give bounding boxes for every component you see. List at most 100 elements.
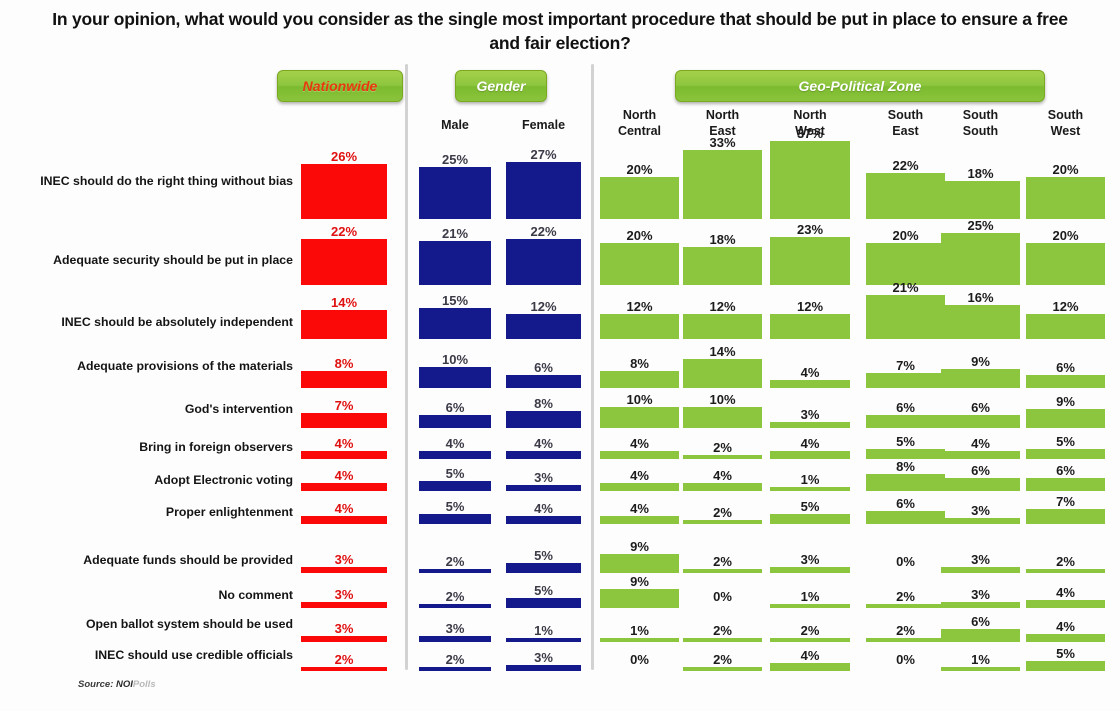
- bar-value-label: 2%: [1056, 553, 1075, 569]
- bar-value-label: 4%: [713, 467, 732, 483]
- bar-cell: [941, 478, 1020, 491]
- section-header-gender-label: Gender: [476, 78, 526, 94]
- bar: [1026, 478, 1105, 491]
- column-header-line1: North: [705, 108, 740, 122]
- bar-value-label: 3%: [334, 620, 354, 636]
- bar: [770, 313, 850, 339]
- bar-cell: [683, 604, 762, 608]
- divider-gender-zone: [591, 64, 594, 670]
- bar-cell: [419, 635, 491, 642]
- bar: [506, 313, 581, 339]
- bar: [683, 247, 762, 285]
- bar: [866, 294, 945, 339]
- bar: [866, 243, 945, 285]
- column-header-line1: North: [622, 108, 657, 122]
- bar-value-label: 15%: [441, 292, 469, 308]
- bar: [419, 450, 491, 459]
- bar-value-label: 16%: [967, 290, 994, 306]
- bar-cell: [600, 589, 679, 608]
- bar-cell: [419, 450, 491, 459]
- bar-cell: [1026, 177, 1105, 219]
- bar: [1026, 568, 1105, 573]
- bar-value-label: 5%: [896, 433, 915, 449]
- bar-cell: [419, 603, 491, 608]
- bar-cell: [1026, 509, 1105, 524]
- bar-cell: [866, 172, 945, 219]
- column-header-north-central: North Central: [600, 108, 679, 139]
- bar-cell: [506, 313, 581, 339]
- bar-value-label: 9%: [971, 354, 990, 370]
- bar-cell: [683, 313, 762, 339]
- bar-cell: [506, 562, 581, 573]
- bar-cell: [683, 482, 762, 491]
- bar-value-label: 6%: [971, 463, 990, 479]
- bar-cell: [941, 450, 1020, 459]
- bar-cell: [683, 358, 762, 388]
- bar-value-label: 27%: [530, 147, 557, 163]
- bar: [866, 511, 945, 524]
- bar: [770, 379, 850, 388]
- bar: [770, 236, 850, 285]
- bar-cell: [770, 141, 850, 219]
- bar-cell: [866, 415, 945, 428]
- bar-cell: [866, 373, 945, 388]
- bar-value-label: 2%: [445, 553, 465, 569]
- bar-value-label: 2%: [713, 651, 732, 667]
- bar-value-label: 8%: [534, 396, 553, 412]
- bar: [600, 638, 679, 642]
- bar-value-label: 12%: [1052, 298, 1079, 314]
- bar-value-label: 5%: [445, 465, 465, 481]
- bar-cell: [301, 413, 387, 428]
- bar: [301, 515, 387, 524]
- bar: [419, 367, 491, 388]
- bar-cell: [600, 667, 679, 671]
- bar: [600, 515, 679, 524]
- bar-cell: [683, 519, 762, 524]
- bar-cell: [301, 164, 387, 219]
- bar-cell: [301, 371, 387, 388]
- bar-value-label: 1%: [971, 652, 990, 667]
- bar: [419, 307, 491, 339]
- bar: [683, 407, 762, 428]
- column-header-line2: South: [962, 123, 999, 138]
- section-header-nationwide: Nationwide: [277, 70, 403, 102]
- section-header-geo-political-zone: Geo-Political Zone: [675, 70, 1045, 102]
- bar-value-label: 2%: [713, 622, 732, 638]
- bar: [941, 478, 1020, 491]
- bar: [301, 601, 387, 608]
- bar: [301, 238, 387, 285]
- bar-value-label: 12%: [709, 298, 736, 314]
- bar-cell: [1026, 660, 1105, 671]
- column-header-line1: North: [793, 108, 827, 122]
- bar: [866, 415, 945, 428]
- bar-cell: [770, 566, 850, 573]
- bar-cell: [301, 635, 387, 642]
- row-label: INEC should do the right thing without b…: [40, 174, 293, 188]
- bar-value-label: 33%: [709, 134, 736, 150]
- bar-cell: [770, 236, 850, 285]
- bar: [600, 482, 679, 491]
- bar-cell: [941, 629, 1020, 642]
- bar-cell: [683, 637, 762, 642]
- bar: [941, 517, 1020, 524]
- row-label: Adequate funds should be provided: [83, 553, 293, 567]
- column-header-male: Male: [441, 118, 469, 132]
- bar: [941, 232, 1020, 285]
- bar: [506, 515, 581, 524]
- bar: [600, 554, 679, 573]
- bar-cell: [600, 554, 679, 573]
- bar-cell: [506, 375, 581, 388]
- bar-cell: [941, 305, 1020, 339]
- bar-cell: [600, 177, 679, 219]
- section-header-nationwide-label: Nationwide: [302, 78, 378, 94]
- bar-cell: [683, 247, 762, 285]
- bar-value-label: 10%: [709, 392, 736, 407]
- bar: [866, 474, 945, 491]
- bar: [941, 566, 1020, 573]
- bar-value-label: 4%: [1056, 618, 1075, 634]
- bar: [1026, 313, 1105, 339]
- column-header-line2: Central: [617, 123, 662, 138]
- bar-cell: [866, 637, 945, 642]
- bar-cell: [770, 421, 850, 428]
- bar-value-label: 4%: [334, 435, 354, 451]
